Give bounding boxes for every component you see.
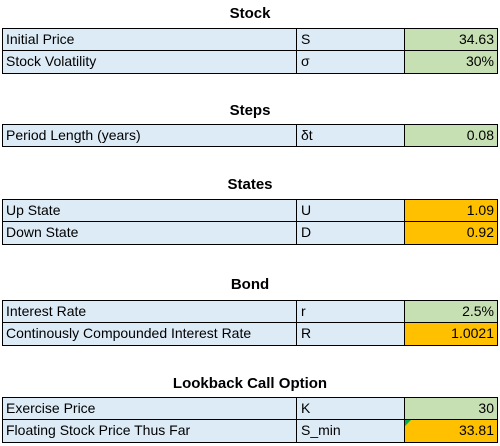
row-exercise-price: Exercise Price K 30 [2,397,498,420]
value-floating-stock-price[interactable]: 33.81 [404,420,498,443]
row-period-length: Period Length (years) δt 0.08 [2,124,498,147]
value-floating-stock-price-text: 33.81 [458,422,494,438]
value-initial-price[interactable]: 34.63 [404,28,498,51]
symbol-initial-price[interactable]: S [296,28,405,51]
label-period-length[interactable]: Period Length (years) [2,124,297,147]
section-title-stock: Stock [229,5,271,22]
label-down-state[interactable]: Down State [2,222,297,245]
value-interest-rate[interactable]: 2.5% [404,300,498,323]
symbol-down-state[interactable]: D [296,222,405,245]
row-down-state: Down State D 0.92 [2,222,498,245]
row-initial-price: Initial Price S 34.63 [2,28,498,51]
symbol-continuous-rate[interactable]: R [296,323,405,346]
label-up-state[interactable]: Up State [2,199,297,222]
value-exercise-price[interactable]: 30 [404,397,498,420]
value-up-state[interactable]: 1.09 [404,199,498,222]
symbol-up-state[interactable]: U [296,199,405,222]
section-title-lookback-call: Lookback Call Option [172,375,328,392]
symbol-period-length[interactable]: δt [296,124,405,147]
symbol-exercise-price[interactable]: K [296,397,405,420]
section-title-states: States [227,176,273,193]
row-up-state: Up State U 1.09 [2,199,498,222]
value-down-state[interactable]: 0.92 [404,222,498,245]
label-floating-stock-price[interactable]: Floating Stock Price Thus Far [2,420,297,443]
comment-indicator-icon[interactable] [405,420,411,426]
value-stock-volatility[interactable]: 30% [404,51,498,74]
label-stock-volatility[interactable]: Stock Volatility [2,51,297,74]
label-initial-price[interactable]: Initial Price [2,28,297,51]
label-interest-rate[interactable]: Interest Rate [2,300,297,323]
row-interest-rate: Interest Rate r 2.5% [2,300,498,323]
section-title-steps: Steps [229,102,271,119]
row-stock-volatility: Stock Volatility σ 30% [2,51,498,74]
symbol-stock-volatility[interactable]: σ [296,51,405,74]
row-floating-stock-price: Floating Stock Price Thus Far S_min 33.8… [2,420,498,443]
section-title-bond: Bond [230,276,270,293]
value-continuous-rate[interactable]: 1.0021 [404,323,498,346]
value-period-length[interactable]: 0.08 [404,124,498,147]
label-exercise-price[interactable]: Exercise Price [2,397,297,420]
symbol-floating-stock-price[interactable]: S_min [296,420,405,443]
label-continuous-rate[interactable]: Continously Compounded Interest Rate [2,323,297,346]
symbol-interest-rate[interactable]: r [296,300,405,323]
row-continuous-rate: Continously Compounded Interest Rate R 1… [2,323,498,346]
